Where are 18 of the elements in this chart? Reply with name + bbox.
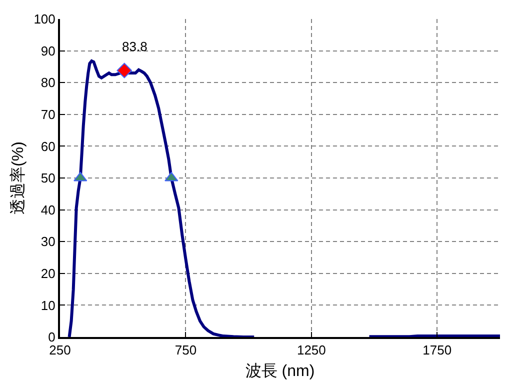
y-tick-label: 10 xyxy=(40,298,56,313)
x-tick-label: 1750 xyxy=(422,342,452,358)
y-tick-label: 40 xyxy=(40,202,56,218)
x-tick-label: 750 xyxy=(174,342,197,358)
y-tick-label: 0 xyxy=(48,330,56,345)
y-tick-label: 80 xyxy=(40,75,56,90)
x-tick-label: 250 xyxy=(49,342,71,358)
y-tick-label: 50 xyxy=(40,170,56,186)
y-tick-label: 60 xyxy=(40,138,56,154)
y-axis-title: 透過率(%) xyxy=(9,142,28,214)
y-tick-label: 70 xyxy=(40,106,56,122)
y-tick-label: 20 xyxy=(40,266,56,281)
y-tick-label: 100 xyxy=(34,12,56,27)
x-axis-title: 波長 (nm) xyxy=(245,362,315,380)
annotation: 83.8 xyxy=(122,39,148,54)
x-tick-label: 1250 xyxy=(296,342,326,358)
y-tick-label: 30 xyxy=(40,234,56,250)
y-tick-label: 90 xyxy=(40,43,56,58)
